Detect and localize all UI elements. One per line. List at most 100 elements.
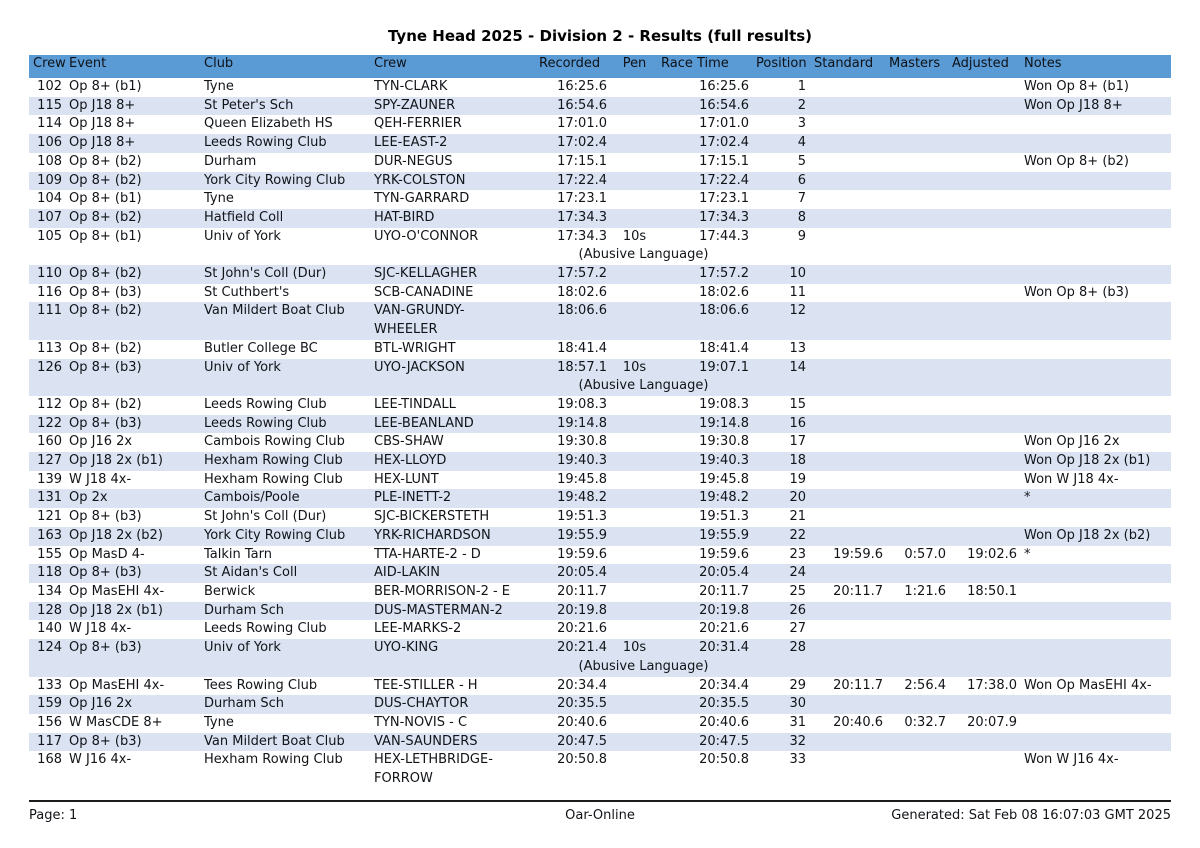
cell-standard (810, 97, 885, 116)
cell-position: 30 (789, 696, 806, 712)
cell-club: Durham Sch (204, 602, 285, 618)
cell-pen (612, 602, 657, 621)
cell-no: 107 (37, 209, 62, 225)
cell-adjusted (948, 302, 1020, 339)
table-body: 102 Op 8+ (b1) Tyne TYN-CLARK 16:25.6 16:25.6… (29, 78, 1171, 789)
cell-position: 22 (789, 527, 806, 543)
cell-event: Op 2x (69, 490, 108, 506)
cell-race_time: 19:51.3 (699, 509, 749, 525)
column-header-race_time: Race Time (661, 56, 729, 71)
cell-recorded: 20:11.7 (557, 583, 607, 599)
column-header-notes: Notes (1024, 56, 1062, 71)
cell-event: Op 8+ (b3) (69, 359, 142, 375)
cell-standard (810, 620, 885, 639)
cell-pen (612, 677, 657, 696)
cell-standard (810, 302, 885, 339)
table-row: 115 Op J18 8+ St Peter's Sch SPY-ZAUNER 16:5… (29, 96, 1171, 116)
cell-position: 13 (789, 340, 806, 356)
cell-adjusted (948, 284, 1020, 303)
cell-adjusted (948, 471, 1020, 490)
cell-no: 168 (37, 752, 62, 768)
cell-pen (612, 751, 657, 788)
cell-notes (1020, 583, 1171, 602)
cell-no: 116 (37, 284, 62, 300)
column-header-pen: Pen (622, 56, 647, 71)
cell-standard (810, 564, 885, 583)
cell-club: Hatfield Coll (204, 209, 284, 225)
cell-notes: Won W J16 4x- (1024, 752, 1119, 768)
cell-pen (612, 471, 657, 490)
cell-event: Op MasEHI 4x- (69, 677, 165, 693)
cell-no: 131 (37, 490, 62, 506)
cell-pen (612, 153, 657, 172)
footer-brand: Oar-Online (565, 807, 635, 823)
cell-crew: SJC-KELLAGHER (374, 266, 478, 282)
cell-recorded: 16:54.6 (557, 97, 607, 113)
cell-recorded: 20:21.6 (557, 621, 607, 637)
cell-notes (1020, 508, 1171, 527)
table-row: 107 Op 8+ (b2) Hatfield Coll HAT-BIRD 17:34.… (29, 208, 1171, 228)
cell-position: 27 (789, 621, 806, 637)
cell-recorded: 17:23.1 (557, 191, 607, 207)
table-row: 113 Op 8+ (b2) Butler College BC BTL-WRIGHT… (29, 340, 1171, 359)
table-row: 106 Op J18 8+ Leeds Rowing Club LEE-EAST-2 1… (29, 134, 1171, 153)
cell-position: 31 (789, 714, 806, 730)
cell-race_time: 19:55.9 (699, 527, 749, 543)
cell-no: 105 (37, 228, 62, 244)
cell-adjusted (948, 489, 1020, 508)
table-row: 109 Op 8+ (b2) York City Rowing Club YRK-CO… (29, 171, 1171, 191)
cell-crew: YRK-COLSTON (374, 172, 466, 188)
cell-notes (1020, 190, 1171, 209)
cell-position: 7 (797, 191, 806, 207)
cell-race_time: 19:48.2 (699, 490, 749, 506)
cell-no: 118 (37, 565, 62, 581)
cell-club: St John's Coll (Dur) (204, 266, 327, 282)
cell-event: Op 8+ (b2) (69, 153, 142, 169)
cell-no: 114 (37, 116, 62, 132)
cell-event: Op MasEHI 4x- (69, 583, 165, 599)
cell-event: Op J18 2x (b2) (69, 527, 163, 543)
cell-club: Berwick (204, 583, 256, 599)
cell-adjusted (948, 209, 1020, 228)
cell-position: 28 (789, 640, 806, 656)
cell-recorded: 19:48.2 (557, 490, 607, 506)
cell-event: Op J18 8+ (69, 135, 136, 151)
cell-no: 122 (37, 415, 62, 431)
cell-no: 111 (37, 303, 62, 319)
cell-notes (1020, 302, 1171, 339)
cell-notes (1020, 602, 1171, 621)
cell-recorded: 17:22.4 (557, 172, 607, 188)
cell-crew: TEE-STILLER - H (374, 677, 478, 693)
table-row: 133 Op MasEHI 4x- Tees Rowing Club TEE-STIL… (29, 677, 1171, 696)
cell-recorded: 19:55.9 (557, 527, 607, 543)
cell-standard (810, 359, 885, 378)
cell-event: Op 8+ (b3) (69, 509, 142, 525)
cell-crew: LEE-MARKS-2 (374, 621, 462, 637)
cell-recorded: 17:57.2 (557, 266, 607, 282)
cell-no: 124 (37, 640, 62, 656)
cell-position: 12 (789, 303, 806, 319)
cell-position: 33 (789, 752, 806, 768)
cell-event: W MasCDE 8+ (69, 714, 163, 730)
cell-pen (612, 265, 657, 284)
cell-event: Op 8+ (b3) (69, 565, 142, 581)
cell-standard (810, 639, 885, 658)
cell-pen (612, 340, 657, 359)
cell-recorded: 20:50.8 (557, 752, 607, 768)
cell-club: Tyne (204, 714, 234, 730)
table-header-row: Crew Event Club Crew Recorded Pen Race Time Pos… (29, 55, 1171, 78)
report-page: Tyne Head 2025 - Division 2 - Results (f… (29, 0, 1171, 824)
cell-standard (810, 284, 885, 303)
cell-race_time: 20:50.8 (699, 752, 749, 768)
cell-adjusted (948, 695, 1020, 714)
cell-standard (810, 134, 885, 153)
cell-masters (885, 396, 948, 415)
cell-masters: 0:57.0 (904, 546, 946, 562)
cell-event: Op 8+ (b2) (69, 172, 142, 188)
cell-recorded: 17:34.3 (557, 228, 607, 244)
cell-standard (810, 396, 885, 415)
cell-no: 128 (37, 602, 62, 618)
cell-position: 21 (789, 509, 806, 525)
cell-no: 117 (37, 733, 62, 749)
table-row: 156 W MasCDE 8+ Tyne TYN-NOVIS - C 20:40.6 20… (29, 714, 1171, 733)
